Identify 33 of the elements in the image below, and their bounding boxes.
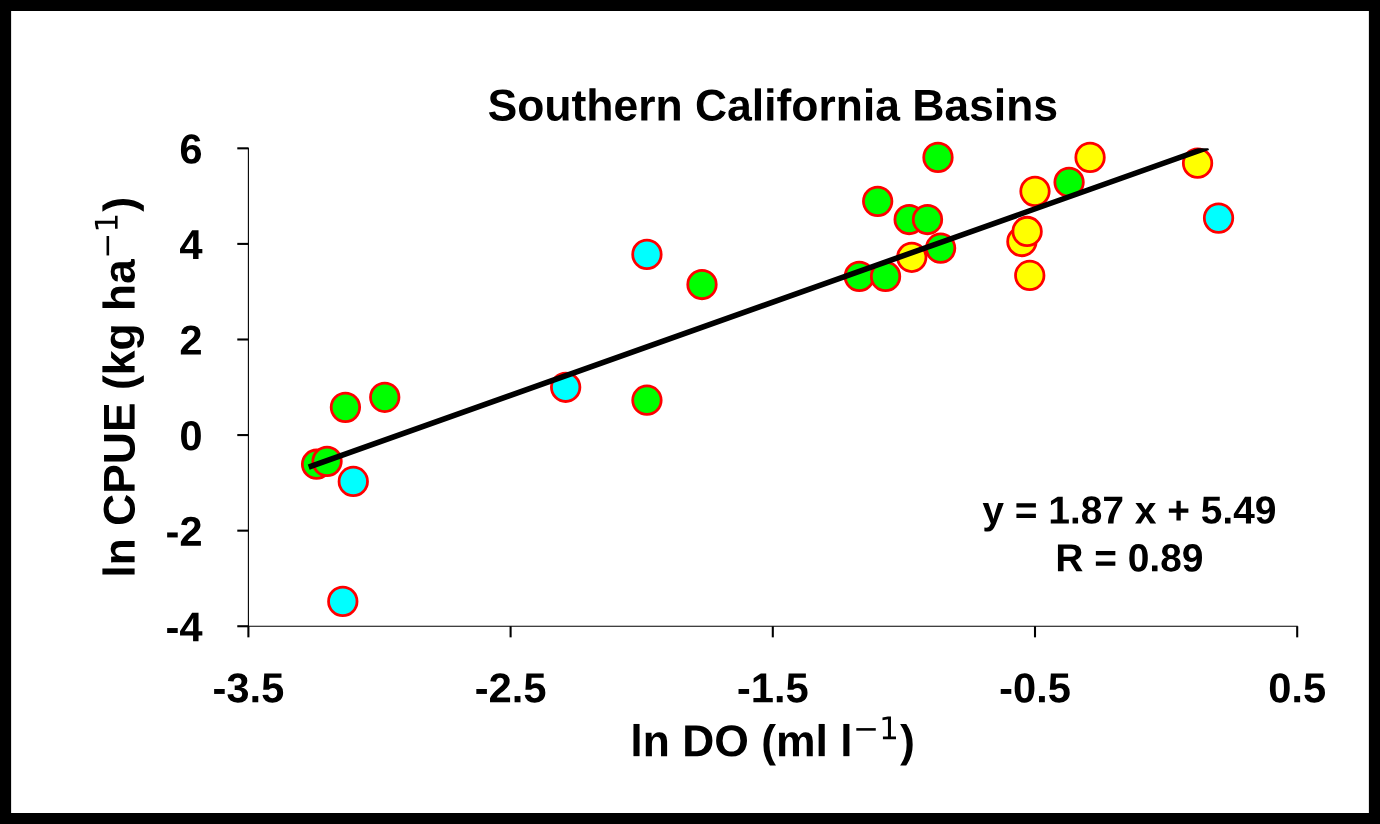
x-tick-label: -0.5 [1000,673,1070,703]
point [1053,166,1085,198]
point [1011,215,1043,248]
y-axis-title: ln CPUE (kg ha$^{−1}$) [94,199,145,575]
x-tick-label: -1.5 [738,673,808,703]
point [631,384,663,416]
point [922,141,954,174]
y-tick-label: -4 [167,612,203,642]
annotation: y = 1.87 x + 5.49 [982,496,1275,532]
y-tick-label: 6 [180,134,202,164]
x-tick-label: 0.5 [1269,673,1325,703]
point [369,381,401,413]
x-axis-title: ln DO (ml l$^{−1}$) [633,716,913,766]
point [1202,202,1235,234]
y-tick-label: 0 [181,421,201,451]
chart-title: Southern California Basins [488,88,1057,121]
point [1014,259,1046,292]
point [911,203,944,236]
point [686,268,718,301]
point [1074,141,1106,174]
y-tick-label: 4 [180,230,203,259]
annotation: R = 0.89 [1057,544,1202,572]
point [1019,175,1051,207]
y-tick-label: 2 [180,325,201,355]
point [631,238,663,271]
point [327,585,359,618]
point [329,391,362,423]
x-tick-label: -2.5 [476,673,546,703]
point [869,260,902,293]
x-tick-label: -3.5 [214,673,284,703]
point [337,465,369,498]
y-tick-label: -2 [167,516,201,546]
point [862,185,894,217]
